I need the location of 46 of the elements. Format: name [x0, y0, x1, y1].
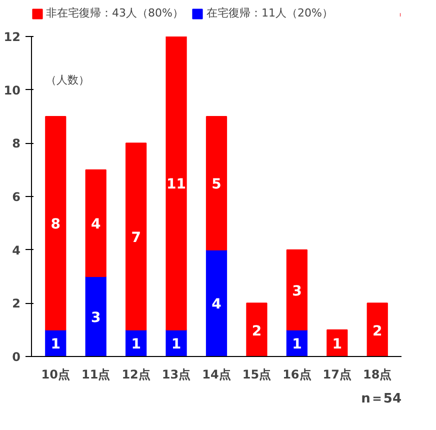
x-tick-label: 10点	[41, 368, 70, 382]
data-label: 3	[90, 310, 101, 326]
bar	[286, 249, 308, 330]
data-label: 1	[332, 336, 342, 353]
x-tick-label: 18点	[363, 368, 392, 382]
data-label: 1	[50, 336, 61, 353]
text: n＝54	[361, 392, 402, 406]
bar	[126, 142, 147, 330]
y-tick-label: 6	[12, 190, 21, 204]
annotation: （人数）	[46, 74, 90, 86]
y-tick-label: 0	[12, 350, 21, 364]
legend-label: 非在宅復帰：43人（80%）	[46, 6, 184, 20]
data-label: 4	[90, 216, 101, 233]
data-label: 8	[50, 216, 61, 233]
data-label: 11	[166, 176, 186, 193]
y-tick-label: 12	[4, 30, 21, 44]
bar	[166, 36, 187, 330]
x-tick-label: 11点	[82, 368, 110, 382]
legend-label: 在宅復帰：11人（20%）	[206, 6, 333, 20]
data-label: 3	[292, 283, 302, 300]
bar	[206, 249, 228, 356]
bar	[206, 116, 228, 250]
x-tick-label: 15点	[242, 368, 272, 382]
data-label: 1	[131, 336, 141, 353]
data-label: 5	[212, 176, 222, 193]
x-tick-label: 17点	[322, 368, 352, 382]
data-label: 2	[252, 323, 262, 340]
bar	[85, 276, 106, 356]
x-tick-label: 13点	[162, 368, 191, 382]
bar	[45, 116, 66, 330]
x-tick-label: 12点	[122, 368, 150, 382]
y-tick-label: 4	[12, 243, 21, 258]
bar	[326, 329, 348, 356]
bar	[85, 169, 106, 277]
data-label: 1	[171, 336, 182, 353]
data-label: 1	[292, 336, 302, 353]
x-tick-label: 16点	[282, 368, 312, 382]
y-tick-label: 8	[12, 136, 21, 151]
bar	[366, 302, 388, 356]
data-label: 4	[212, 296, 222, 313]
y-tick-label: 2	[12, 296, 21, 311]
y-tick-label: 10	[4, 83, 21, 98]
bar	[246, 302, 268, 356]
x-tick-label: 14点	[202, 368, 231, 382]
data-label: 7	[131, 230, 141, 246]
data-label: 2	[372, 323, 382, 340]
